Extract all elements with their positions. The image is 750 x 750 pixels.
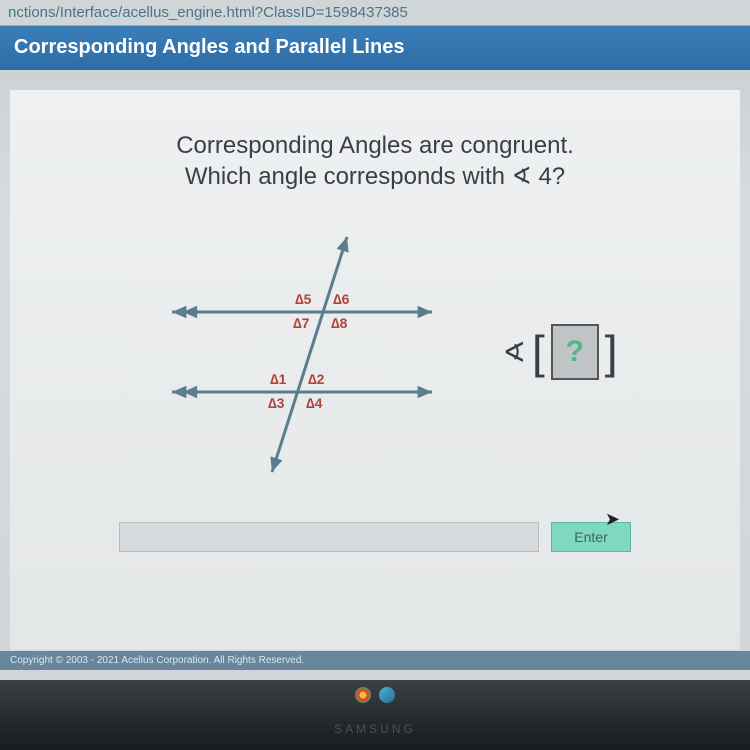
- question-line1: Corresponding Angles are congruent.: [176, 132, 574, 159]
- taskbar: [0, 680, 750, 710]
- svg-text:∆1: ∆1: [270, 371, 287, 387]
- svg-text:∆2: ∆2: [308, 371, 325, 387]
- question-text: Corresponding Angles are congruent. Whic…: [70, 130, 680, 192]
- svg-text:∆3: ∆3: [268, 395, 285, 411]
- diagram-row: ∆5 ∆6 ∆7 ∆8 ∆1 ∆2 ∆3 ∆4 ∢ [ ? ]: [70, 222, 680, 482]
- angle-diagram: ∆5 ∆6 ∆7 ∆8 ∆1 ∆2 ∆3 ∆4: [132, 222, 472, 482]
- edge-icon[interactable]: [379, 687, 395, 703]
- laptop-bezel: SAMSUNG: [0, 710, 750, 750]
- svg-text:∆7: ∆7: [293, 315, 310, 331]
- bracket-right: ]: [605, 325, 618, 379]
- answer-input[interactable]: [119, 522, 539, 552]
- svg-text:∆8: ∆8: [331, 315, 348, 331]
- angle-symbol: ∢: [502, 336, 525, 369]
- url-bar: nctions/Interface/acellus_engine.html?Cl…: [0, 0, 750, 26]
- content-area: Corresponding Angles are congruent. Whic…: [10, 90, 740, 650]
- answer-placeholder[interactable]: ?: [551, 324, 599, 380]
- input-row: Enter: [70, 522, 680, 552]
- answer-prompt: ∢ [ ? ]: [502, 324, 617, 380]
- svg-text:∆6: ∆6: [333, 291, 350, 307]
- question-line2: Which angle corresponds with ∢ 4?: [185, 163, 565, 190]
- chrome-icon[interactable]: [355, 687, 371, 703]
- lesson-title: Corresponding Angles and Parallel Lines: [0, 26, 750, 70]
- bracket-left: [: [532, 325, 545, 379]
- mouse-cursor-icon: ➤: [605, 509, 620, 530]
- copyright-text: Copyright © 2003 - 2021 Acellus Corporat…: [0, 651, 750, 670]
- svg-text:∆4: ∆4: [306, 395, 323, 411]
- svg-text:∆5: ∆5: [295, 291, 312, 307]
